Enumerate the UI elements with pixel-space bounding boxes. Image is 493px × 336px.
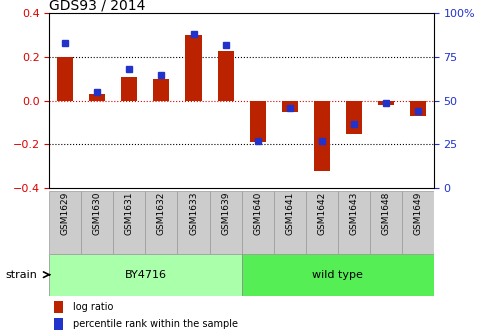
FancyBboxPatch shape — [49, 254, 242, 296]
FancyBboxPatch shape — [113, 192, 145, 254]
FancyBboxPatch shape — [54, 301, 63, 312]
Text: GSM1633: GSM1633 — [189, 192, 198, 235]
FancyBboxPatch shape — [242, 192, 274, 254]
Text: BY4716: BY4716 — [124, 270, 167, 280]
Text: GSM1629: GSM1629 — [61, 192, 70, 235]
Text: log ratio: log ratio — [73, 302, 113, 312]
FancyBboxPatch shape — [81, 192, 113, 254]
Text: GSM1643: GSM1643 — [349, 192, 358, 235]
FancyBboxPatch shape — [210, 192, 242, 254]
Bar — [346, 101, 362, 134]
Text: wild type: wild type — [312, 270, 363, 280]
Bar — [249, 101, 266, 142]
Bar — [89, 94, 106, 101]
Bar — [121, 77, 138, 101]
Bar — [410, 101, 426, 116]
FancyBboxPatch shape — [274, 192, 306, 254]
Bar — [282, 101, 298, 112]
FancyBboxPatch shape — [49, 192, 81, 254]
FancyBboxPatch shape — [54, 318, 63, 330]
FancyBboxPatch shape — [306, 192, 338, 254]
Text: percentile rank within the sample: percentile rank within the sample — [73, 319, 238, 329]
Text: GSM1648: GSM1648 — [381, 192, 390, 235]
FancyBboxPatch shape — [145, 192, 177, 254]
Text: GSM1632: GSM1632 — [157, 192, 166, 235]
Text: strain: strain — [5, 270, 37, 280]
Bar — [217, 50, 234, 101]
Text: GSM1642: GSM1642 — [317, 192, 326, 235]
FancyBboxPatch shape — [242, 254, 434, 296]
Text: GSM1649: GSM1649 — [413, 192, 423, 235]
FancyBboxPatch shape — [338, 192, 370, 254]
Text: GSM1639: GSM1639 — [221, 192, 230, 235]
Text: GSM1631: GSM1631 — [125, 192, 134, 235]
Text: GSM1641: GSM1641 — [285, 192, 294, 235]
Bar — [185, 35, 202, 101]
Bar — [314, 101, 330, 171]
Bar — [57, 57, 73, 101]
FancyBboxPatch shape — [370, 192, 402, 254]
Bar — [378, 101, 394, 105]
Text: GSM1630: GSM1630 — [93, 192, 102, 235]
Text: GDS93 / 2014: GDS93 / 2014 — [49, 0, 145, 12]
Text: GSM1640: GSM1640 — [253, 192, 262, 235]
FancyBboxPatch shape — [402, 192, 434, 254]
FancyBboxPatch shape — [177, 192, 210, 254]
Bar — [153, 79, 170, 101]
